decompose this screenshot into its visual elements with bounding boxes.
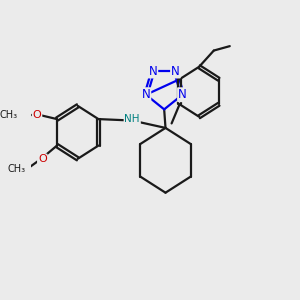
Text: O: O	[33, 110, 41, 120]
Text: N: N	[142, 88, 150, 101]
Text: N: N	[148, 64, 157, 77]
Text: CH₃: CH₃	[8, 164, 26, 174]
Text: NH: NH	[124, 114, 140, 124]
Text: CH₃: CH₃	[0, 110, 18, 120]
Text: N: N	[171, 64, 180, 77]
Text: O: O	[38, 154, 47, 164]
Text: N: N	[178, 88, 187, 101]
